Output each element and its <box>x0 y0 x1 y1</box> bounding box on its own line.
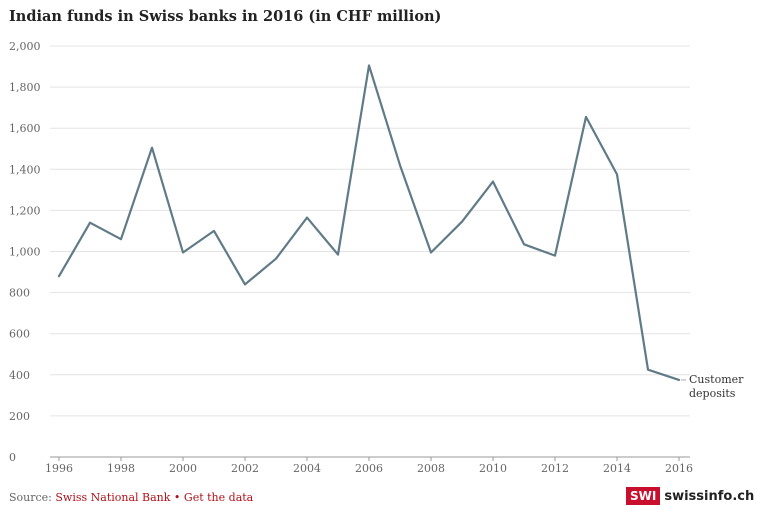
y-tick-label: 400 <box>9 369 30 382</box>
y-tick-label: 1,400 <box>9 163 41 176</box>
y-tick-label: 0 <box>9 451 16 464</box>
y-tick-label: 1,800 <box>9 81 41 94</box>
gridlines <box>50 46 690 416</box>
source-separator: • <box>170 491 183 504</box>
y-tick-label: 800 <box>9 287 30 300</box>
x-tick-label: 2016 <box>665 462 693 475</box>
y-axis-ticks: 0 200 400 600 800 1,000 1,200 1,400 1,600 1,800 2,… <box>9 40 41 464</box>
x-tick-label: 2006 <box>355 462 383 475</box>
source-prefix: Source: <box>9 491 55 504</box>
x-tick-label: 2012 <box>541 462 569 475</box>
x-tick-label: 2014 <box>603 462 631 475</box>
y-tick-label: 1,200 <box>9 204 41 217</box>
line-chart: 0 200 400 600 800 1,000 1,200 1,400 1,600 1,800 2,… <box>0 0 757 490</box>
x-tick-label: 2008 <box>417 462 445 475</box>
source-link[interactable]: Swiss National Bank <box>55 491 170 504</box>
x-tick-label: 2000 <box>169 462 197 475</box>
series-label-customer-deposits: deposits <box>689 387 736 400</box>
logo-badge: SWI <box>626 487 660 505</box>
y-tick-label: 1,000 <box>9 246 41 259</box>
x-tick-label: 1998 <box>107 462 135 475</box>
x-tick-label: 2002 <box>231 462 259 475</box>
y-tick-label: 200 <box>9 410 30 423</box>
series-line-customer-deposits <box>59 66 679 380</box>
series-label-customer-deposits: Customer <box>689 373 744 386</box>
x-tick-label: 2004 <box>293 462 321 475</box>
source-note: Source: Swiss National Bank • Get the da… <box>9 491 253 504</box>
logo-text: swissinfo.ch <box>664 489 754 504</box>
series-lines <box>59 66 679 380</box>
y-tick-label: 600 <box>9 328 30 341</box>
y-tick-label: 1,600 <box>9 122 41 135</box>
y-tick-label: 2,000 <box>9 40 41 53</box>
x-tick-label: 1996 <box>45 462 73 475</box>
swissinfo-logo[interactable]: SWI swissinfo.ch <box>626 487 754 505</box>
get-data-link[interactable]: Get the data <box>184 491 253 504</box>
x-tick-label: 2010 <box>479 462 507 475</box>
x-axis: 1996 1998 2000 2002 2004 2006 2008 2010 2012 2014… <box>45 457 693 475</box>
